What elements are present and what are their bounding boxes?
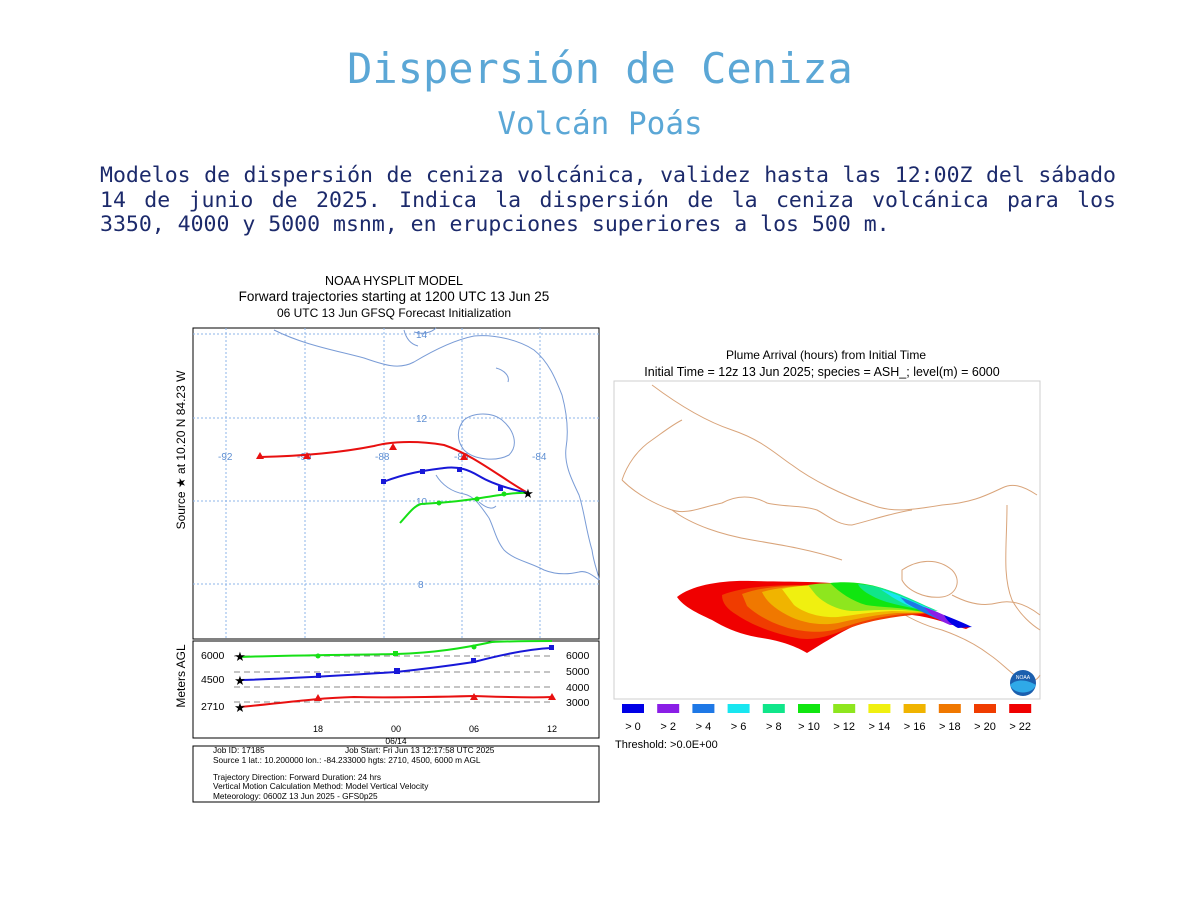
vertical-info: Vertical Motion Calculation Method: Mode… (213, 781, 429, 791)
trajectory-red (259, 441, 529, 494)
job-info-box: Job ID: 17185 Job Start: Fri Jun 13 12:1… (192, 745, 600, 803)
legend-swatch (692, 704, 715, 713)
plume-svg: Plume Arrival (hours) from Initial Time … (613, 348, 1041, 751)
legend-swatch (727, 704, 750, 713)
legend-swatch (974, 704, 996, 713)
legend-label: > 16 (904, 721, 926, 733)
hysplit-title-1: NOAA HYSPLIT MODEL (325, 274, 463, 288)
source-star-icon: ★ (522, 486, 534, 501)
source-info: Source 1 lat.: 10.200000 lon.: -84.23300… (213, 755, 481, 765)
hysplit-title-2: Forward trajectories starting at 1200 UT… (239, 289, 550, 304)
time-tick: 12 (547, 724, 557, 734)
noaa-logo-text: NOAA (1016, 675, 1031, 681)
height-label: 5000 (566, 666, 590, 678)
ash-plume (677, 580, 972, 653)
plume-title-1: Plume Arrival (hours) from Initial Time (726, 348, 926, 362)
height-label: 4000 (566, 682, 590, 694)
lon-label: -92 (218, 452, 233, 463)
legend-label: > 8 (766, 721, 782, 733)
hysplit-trajectory-figure: NOAA HYSPLIT MODEL Forward trajectories … (174, 270, 602, 804)
legend-label: > 0 (625, 721, 641, 733)
lat-label: 8 (418, 580, 424, 591)
meteorology-info: Meteorology: 0600Z 13 Jun 2025 - GFS0p25 (213, 791, 378, 801)
hysplit-svg: NOAA HYSPLIT MODEL Forward trajectories … (174, 274, 600, 803)
lat-label: 12 (416, 414, 428, 425)
legend-label: > 20 (974, 721, 996, 733)
legend-swatch (657, 704, 680, 713)
job-id: Job ID: 17185 (213, 745, 265, 755)
legend-swatch (798, 704, 820, 713)
trajectory-info: Trajectory Direction: Forward Duration: … (213, 772, 381, 782)
legend-swatch (833, 704, 856, 713)
start-star-icon: ★ (234, 700, 246, 715)
legend-swatch (868, 704, 891, 713)
job-start: Job Start: Fri Jun 13 12:17:58 UTC 2025 (345, 745, 495, 755)
legend-label: > 10 (798, 721, 820, 733)
map-coastline (273, 327, 600, 581)
source-side-label: Source ★ at 10.20 N 84.23 W (174, 370, 188, 530)
start-star-icon: ★ (234, 649, 246, 664)
lat-label: 10 (416, 497, 428, 508)
noaa-logo: NOAA (1010, 670, 1036, 696)
height-label: 6000 (201, 650, 225, 662)
page-subtitle: Volcán Poás (497, 106, 703, 142)
lat-label: 14 (416, 330, 428, 341)
trajectory-blue (382, 466, 529, 494)
plume-map-frame (613, 380, 1041, 700)
height-label: 4500 (201, 674, 225, 686)
time-tick: 06 (469, 724, 479, 734)
legend-swatch (938, 704, 961, 713)
legend-label: > 14 (869, 721, 891, 733)
plume-legend: > 0 > 2 > 4 > 6 > 8 > 10 > 12 > 14 > 16 > 18 > 20 >… (622, 704, 1032, 733)
plume-title-2: Initial Time = 12z 13 Jun 2025; species … (644, 365, 999, 379)
legend-swatch (1009, 704, 1032, 713)
plume-arrival-figure: Plume Arrival (hours) from Initial Time … (612, 345, 1044, 755)
time-tick: 18 (313, 724, 323, 734)
lon-label: -84 (532, 452, 547, 463)
threshold-label: Threshold: >0.0E+00 (615, 739, 718, 751)
height-profile: ★ ★ ★ 6000 4500 2710 6000 5000 4000 3000… (174, 640, 600, 739)
page-title: Dispersión de Ceniza (347, 44, 853, 93)
legend-label: > 18 (939, 721, 961, 733)
description-text: Modelos de dispersión de ceniza volcánic… (100, 163, 1116, 237)
lon-label: -88 (375, 452, 390, 463)
legend-swatch (622, 704, 644, 713)
trajectory-map: -92 -90 -88 -86 -84 14 12 10 8 (192, 327, 600, 640)
date-label: 06/14 (385, 736, 407, 746)
height-label: 2710 (201, 701, 225, 713)
height-label: 3000 (566, 697, 590, 709)
legend-label: > 22 (1009, 721, 1031, 733)
legend-swatch (903, 704, 926, 713)
trajectory-markers: ★ (256, 443, 534, 506)
meters-agl-label: Meters AGL (174, 644, 188, 708)
legend-label: > 2 (660, 721, 676, 733)
time-tick: 00 (391, 724, 401, 734)
height-label: 6000 (566, 650, 590, 662)
legend-swatch (762, 704, 785, 713)
legend-label: > 6 (731, 721, 747, 733)
hysplit-title-3: 06 UTC 13 Jun GFSQ Forecast Initializati… (277, 306, 511, 320)
legend-label: > 4 (696, 721, 712, 733)
start-star-icon: ★ (234, 673, 246, 688)
legend-label: > 12 (833, 721, 855, 733)
